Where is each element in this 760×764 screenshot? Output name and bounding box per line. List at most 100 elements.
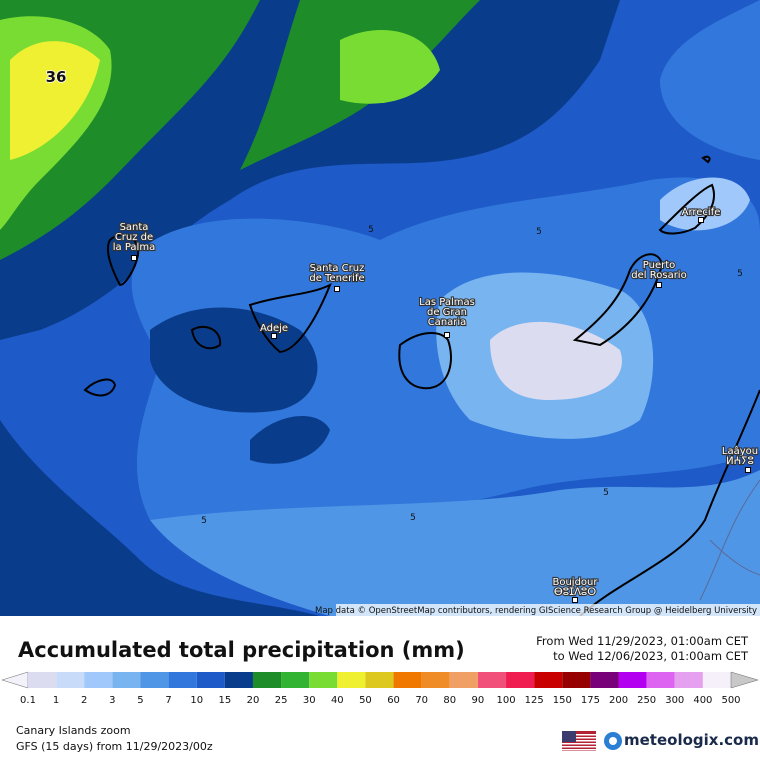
colorbar-box: [506, 672, 535, 688]
precip-5: [150, 470, 760, 616]
place-marker: [656, 282, 662, 288]
place-label: Adeje: [260, 323, 288, 334]
contour-label: 5: [603, 488, 609, 498]
contour-label: 5: [368, 225, 374, 235]
colorbar-label: 15: [218, 695, 231, 706]
place-marker: [131, 255, 137, 261]
colorbar-label: 100: [496, 695, 515, 706]
place-label: Puerto: [643, 260, 676, 271]
colorbar-label: 200: [609, 695, 628, 706]
colorbar-label: 250: [637, 695, 656, 706]
colorbar-label: 50: [359, 695, 372, 706]
colorbar-label: 400: [693, 695, 712, 706]
precip-2: [660, 177, 750, 231]
place-marker: [698, 217, 704, 223]
colorbar-label: 40: [331, 695, 344, 706]
colorbar-box: [224, 672, 253, 688]
attribution: Map data © OpenStreetMap contributors, r…: [315, 606, 757, 616]
place-marker: [444, 332, 450, 338]
colorbar-label: 5: [137, 695, 143, 706]
colorbar-box: [252, 672, 282, 688]
colorbar-box: [28, 672, 57, 688]
colorbar-label: 90: [472, 695, 485, 706]
date-to: to Wed 12/06/2023, 01:00am CET: [553, 649, 748, 663]
precip-30b: [340, 30, 440, 104]
colorbar-box: [196, 672, 225, 688]
colorbar-label: 300: [665, 695, 684, 706]
colorbar-box: [618, 672, 647, 688]
place-label: Boujdour: [552, 577, 598, 588]
colorbar-box: [477, 672, 507, 688]
colorbar: 0.1 1 2 3 5 7 10 15 20 25 30 40 50 60 70 80 90 100 125 150 1…: [1, 671, 759, 706]
place-label: del Rosario: [631, 270, 686, 281]
colorbar-box: [281, 672, 310, 688]
info-panel: Accumulated total precipitation (mm) Fro…: [0, 616, 760, 760]
place-label: la Palma: [113, 242, 155, 253]
colorbar-box: [56, 672, 85, 688]
colorbar-box: [449, 672, 478, 688]
colorbar-label: 2: [81, 695, 87, 706]
colorbar-box: [140, 672, 169, 688]
max-value-label: 36: [46, 68, 67, 86]
place-label: Laâyou: [722, 445, 758, 457]
borders: [699, 479, 760, 601]
colorbar-box: [168, 672, 197, 688]
precip-40: [10, 41, 100, 161]
colorbar-label: 175: [581, 695, 600, 706]
colorbar-box: [309, 672, 338, 688]
us-flag: [562, 731, 596, 751]
colorbar-label: 80: [443, 695, 456, 706]
place-label: Santa: [120, 222, 149, 233]
place-marker: [334, 286, 340, 292]
colorbar-label: 7: [165, 695, 171, 706]
precip-15c: [0, 420, 320, 616]
colorbar-label: 60: [387, 695, 400, 706]
colorbar-box: [393, 672, 422, 688]
colorbar-box: [337, 672, 366, 688]
coastlines: [83, 155, 760, 616]
colorbar-box: [365, 672, 394, 688]
contour-label: 5: [737, 269, 743, 279]
contour-label: 5: [536, 227, 542, 237]
colorbar-label: 150: [553, 695, 572, 706]
colorbar-box: [646, 672, 675, 688]
colorbar-label: 125: [525, 695, 544, 706]
colorbar-label: 10: [190, 695, 203, 706]
place-label: de Tenerife: [309, 273, 364, 284]
brand: meteologix.com: [624, 731, 759, 749]
place-label: de Gran: [427, 307, 467, 318]
precip-7: [660, 0, 760, 160]
contour-label: 5: [201, 516, 207, 526]
logo-icon: [604, 732, 622, 750]
title: Accumulated total precipitation (mm): [18, 638, 465, 662]
colorbar-box: [112, 672, 141, 688]
place-label: Las Palmas: [419, 297, 475, 308]
place-label: ⴱⵓⵊⴷⵓⵔ: [554, 587, 596, 598]
colorbar-box: [702, 672, 731, 688]
precip-1: [490, 321, 622, 400]
place-label: ⵍⵄⵢⵓ: [726, 456, 754, 467]
region: Canary Islands zoom: [16, 724, 131, 737]
colorbar-label: 1: [53, 695, 59, 706]
precip-15d: [250, 416, 330, 464]
place-label: Santa Cruz: [310, 263, 365, 274]
colorbar-label: 20: [247, 695, 260, 706]
colorbar-label: 70: [415, 695, 428, 706]
colorbar-box: [534, 672, 563, 688]
attribution-bg: [336, 604, 760, 616]
contour-label: 5: [410, 513, 416, 523]
colorbar-box: [84, 672, 113, 688]
place-label: Arrecife: [682, 207, 721, 218]
colorbar-label: 25: [275, 695, 288, 706]
colorbar-box: [562, 672, 591, 688]
date-from: From Wed 11/29/2023, 01:00am CET: [536, 634, 748, 648]
place-label: Canaria: [428, 317, 467, 328]
colorbar-label: 3: [109, 695, 115, 706]
place-marker: [572, 597, 578, 603]
place-marker: [271, 333, 277, 339]
colorbar-box: [590, 672, 619, 688]
place-label: Cruz de: [115, 232, 153, 243]
place-marker: [745, 467, 751, 473]
